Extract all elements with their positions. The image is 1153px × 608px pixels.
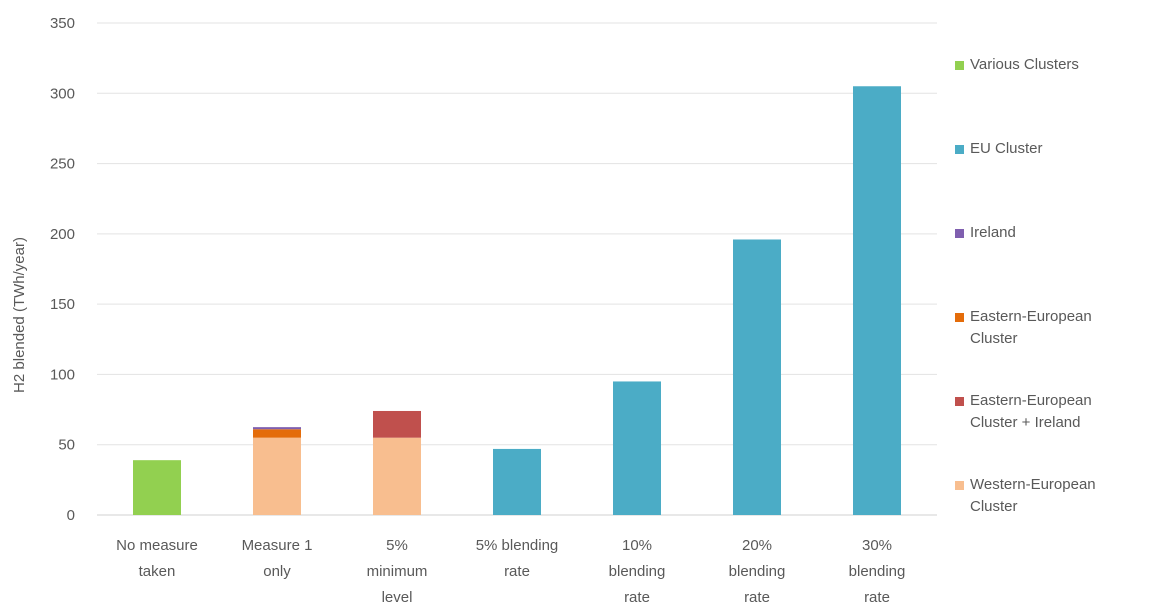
x-category-label: 5% blending rate — [476, 537, 559, 580]
y-tick-label: 100 — [50, 366, 75, 383]
y-axis-ticks: 0 50 100 150 200 250 300 350 — [50, 15, 75, 524]
y-tick-label: 150 — [50, 296, 75, 313]
y-tick-label: 300 — [50, 85, 75, 102]
bar-segment — [493, 448, 541, 515]
legend-swatch — [955, 145, 964, 154]
x-category-label: Measure 1 only — [242, 537, 313, 580]
bar-segment — [133, 460, 181, 515]
legend-swatch — [955, 313, 964, 322]
y-tick-label: 350 — [50, 15, 75, 32]
gridlines — [97, 22, 937, 516]
y-tick-label: 0 — [67, 507, 75, 524]
bar-segment — [373, 410, 421, 438]
legend-label: Western-European Cluster — [970, 476, 1096, 515]
legend-label: Various Clusters — [970, 56, 1079, 73]
y-tick-label: 250 — [50, 156, 75, 173]
bar-segment — [733, 239, 781, 516]
y-axis-title: H2 blended (TWh/year) — [11, 237, 28, 393]
legend-label: Eastern-European Cluster — [970, 308, 1092, 347]
legend-item: Various Clusters — [955, 54, 1145, 76]
y-tick-label: 200 — [50, 226, 75, 243]
x-category-label: 30% blending rate — [849, 537, 906, 606]
x-category-label: 5% minimum level — [367, 537, 428, 606]
bars — [133, 86, 901, 516]
legend-item: Ireland — [955, 222, 1145, 244]
legend-item: Western-European Cluster — [955, 474, 1145, 518]
x-category-label: 20% blending rate — [729, 537, 786, 606]
x-category-label: 10% blending rate — [609, 537, 666, 606]
bar-segment — [613, 381, 661, 515]
legend-item: EU Cluster — [955, 138, 1145, 160]
legend-swatch — [955, 61, 964, 70]
bar-segment — [253, 429, 301, 438]
x-axis-labels: No measure taken Measure 1 only 5% minimum lev… — [116, 537, 905, 606]
legend-label: EU Cluster — [970, 140, 1043, 157]
legend-item: Eastern-European Cluster + Ireland — [955, 390, 1145, 434]
legend-label: Eastern-European Cluster + Ireland — [970, 392, 1092, 431]
bar-segment — [253, 437, 301, 515]
y-tick-label: 50 — [58, 437, 75, 454]
legend-swatch — [955, 229, 964, 238]
bar-segment — [253, 427, 301, 430]
x-category-label: No measure taken — [116, 537, 198, 580]
bar-segment — [373, 437, 421, 515]
legend-swatch — [955, 397, 964, 406]
legend-swatch — [955, 481, 964, 490]
legend-item: Eastern-European Cluster — [955, 306, 1145, 350]
legend-label: Ireland — [970, 224, 1016, 241]
bar-segment — [853, 86, 901, 515]
